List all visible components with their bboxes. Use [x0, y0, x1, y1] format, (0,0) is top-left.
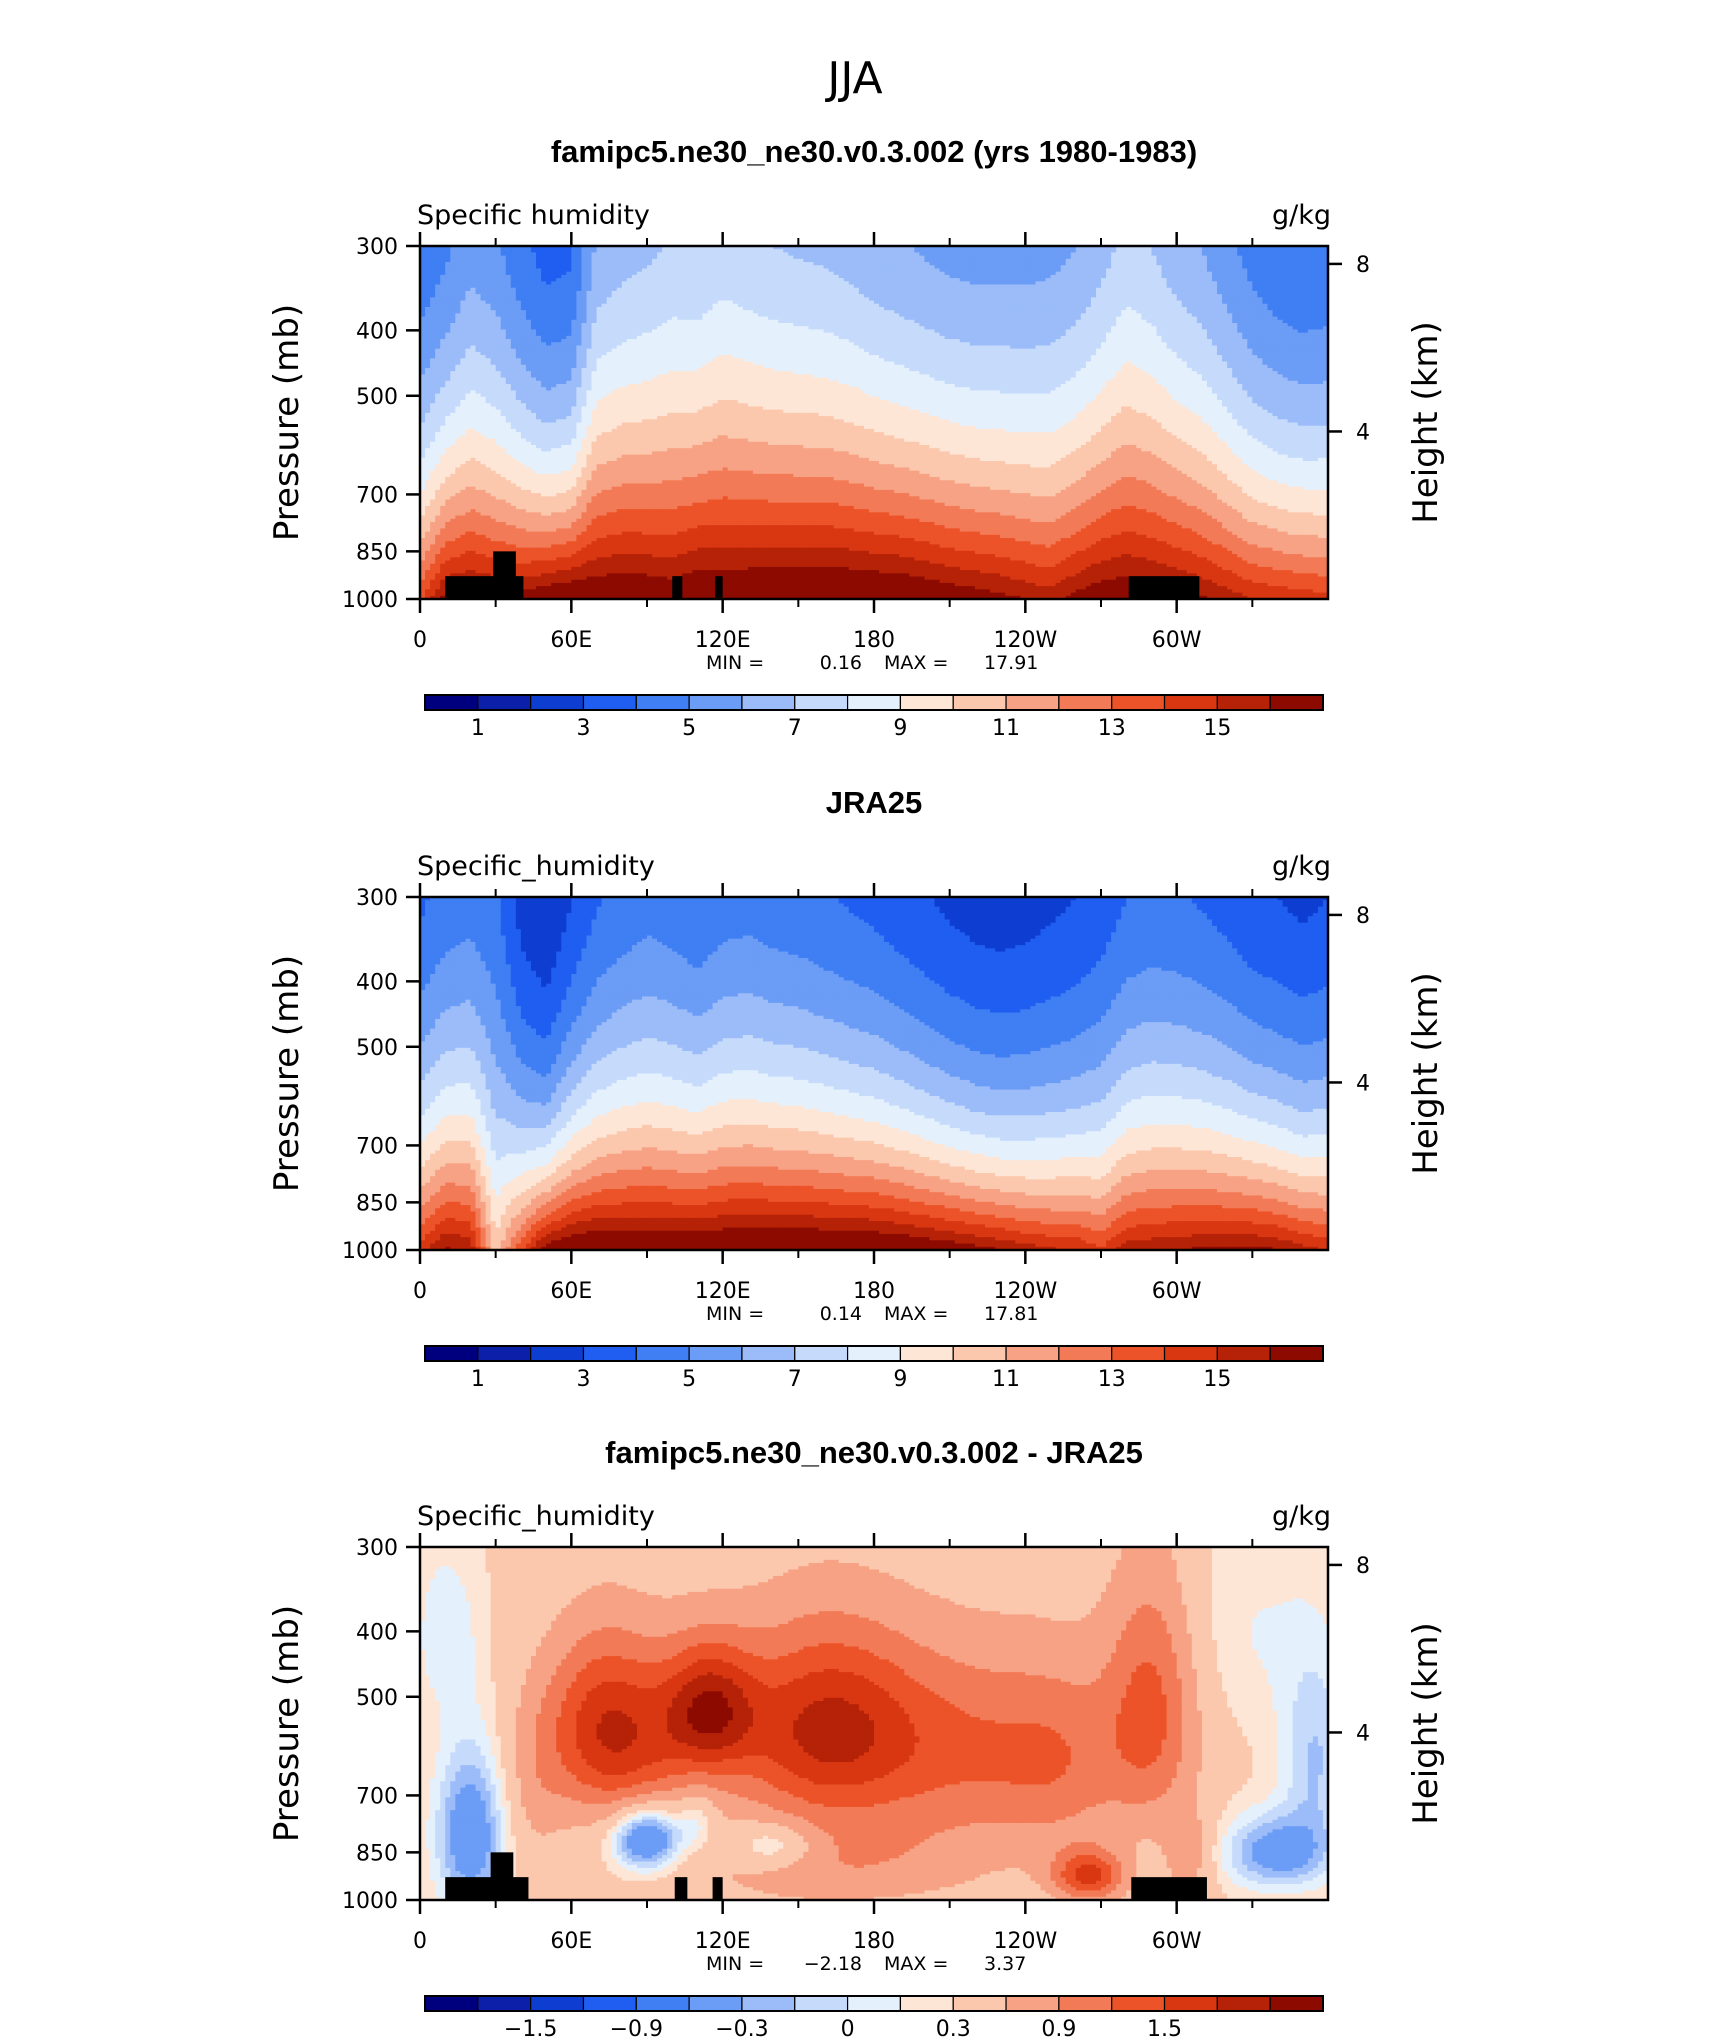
figure-title: JJA [824, 53, 882, 104]
panel-1: famipc5.ne30_ne30.v0.3.002 (yrs 1980-198… [267, 134, 1446, 741]
field-1 [420, 246, 1329, 600]
